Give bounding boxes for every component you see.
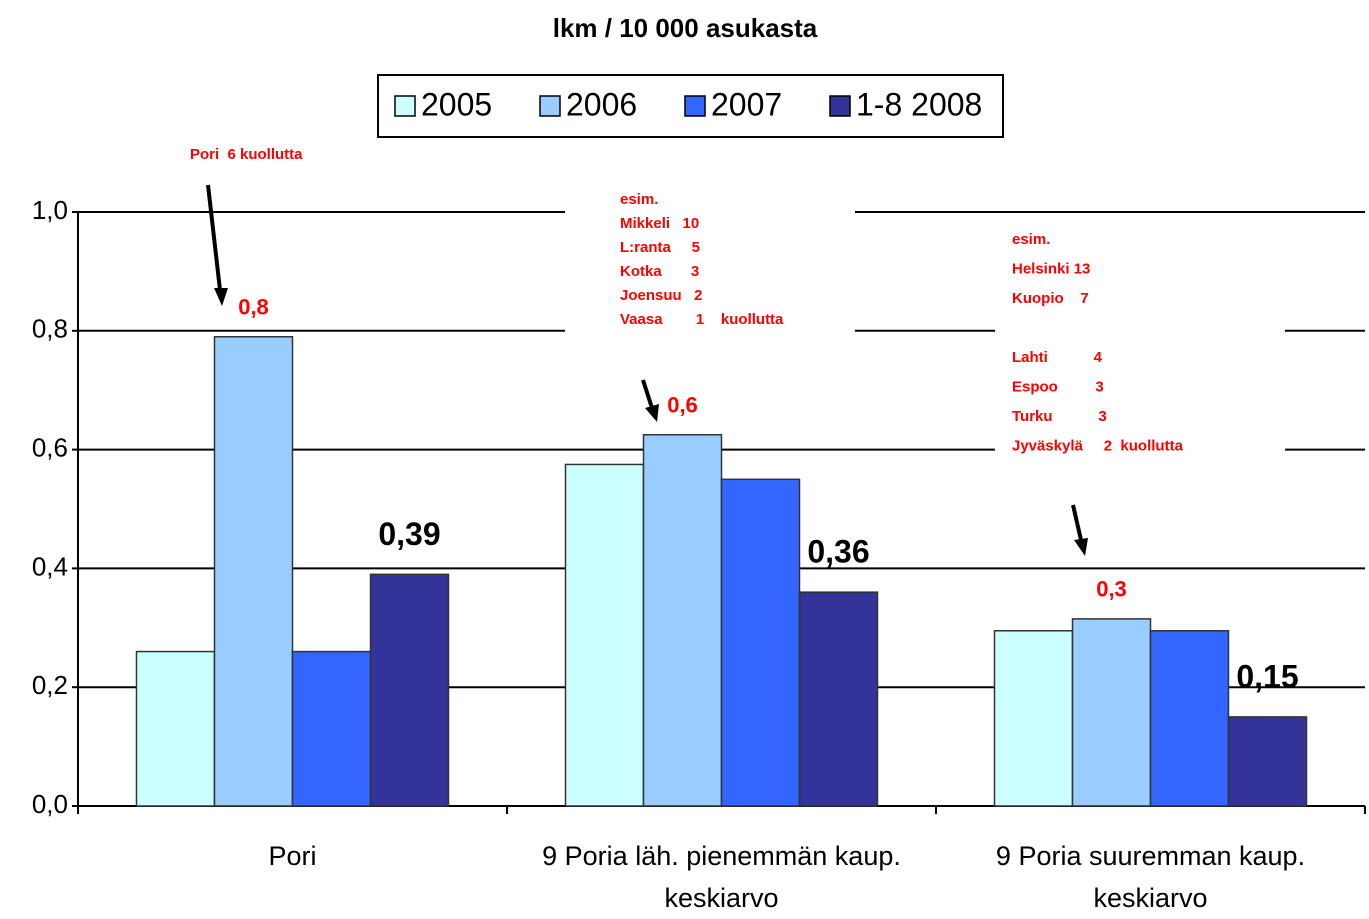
x-tick-label: 9 Poria läh. pienemmän kaup. (542, 841, 901, 871)
bar (135, 650, 216, 807)
bar (1071, 618, 1152, 807)
annotation: Helsinki 13 (1012, 260, 1090, 277)
annotation: Mikkeli 10 (620, 215, 699, 232)
annotation: Kuopio 7 (1012, 290, 1089, 307)
legend-swatch (684, 95, 706, 117)
data-label: 0,36 (807, 534, 869, 570)
x-tick-label: keskiarvo (1093, 883, 1207, 913)
arrows (206, 184, 1088, 556)
bar (564, 463, 645, 807)
y-tick-label: 0,0 (32, 789, 68, 819)
annotation: esim. (620, 191, 658, 208)
annotation: Kotka 3 (620, 263, 699, 280)
data-label: 0,3 (1096, 577, 1127, 602)
data-label: 0,39 (378, 516, 440, 552)
chart-title: lkm / 10 000 asukasta (553, 13, 818, 43)
bar (1149, 630, 1230, 807)
annotation: Vaasa 1 kuollutta (620, 311, 784, 328)
bar (291, 650, 372, 807)
legend-swatch (829, 95, 851, 117)
annotation-box (995, 225, 1285, 465)
annotation: Jyväskylä 2 kuollutta (1012, 437, 1184, 454)
y-tick-label: 0,8 (32, 314, 68, 344)
legend-label: 1-8 2008 (856, 86, 982, 122)
annotation: L:ranta 5 (620, 239, 700, 256)
data-label: 0,6 (667, 393, 698, 418)
legend-label: 2007 (711, 86, 782, 122)
x-tick-label: 9 Poria suuremman kaup. (996, 841, 1305, 871)
bar (369, 573, 450, 807)
annotation: Turku 3 (1012, 408, 1107, 425)
annotation: Espoo 3 (1012, 378, 1104, 395)
legend-swatch (539, 95, 561, 117)
y-tick-label: 0,6 (32, 432, 68, 462)
legend-swatch (394, 95, 416, 117)
bar (798, 591, 879, 807)
annotation: Pori 6 kuollutta (190, 146, 303, 163)
x-tick-label: keskiarvo (664, 883, 778, 913)
bar (642, 434, 723, 807)
bar (720, 478, 801, 807)
legend-label: 2005 (421, 86, 492, 122)
legend-label: 2006 (566, 86, 637, 122)
data-label: 0,8 (238, 295, 269, 320)
bar (213, 335, 294, 807)
y-tick-label: 1,0 (32, 195, 68, 225)
annotation: Joensuu 2 (620, 287, 703, 304)
bar (1227, 716, 1308, 807)
y-tick-label: 0,4 (32, 551, 68, 581)
annotation-box (565, 195, 855, 360)
annotation: esim. (1012, 231, 1050, 248)
annotation: Lahti 4 (1012, 349, 1103, 366)
bar (993, 630, 1074, 807)
data-label: 0,15 (1236, 658, 1298, 694)
x-tick-label: Pori (268, 841, 316, 871)
y-tick-label: 0,2 (32, 670, 68, 700)
